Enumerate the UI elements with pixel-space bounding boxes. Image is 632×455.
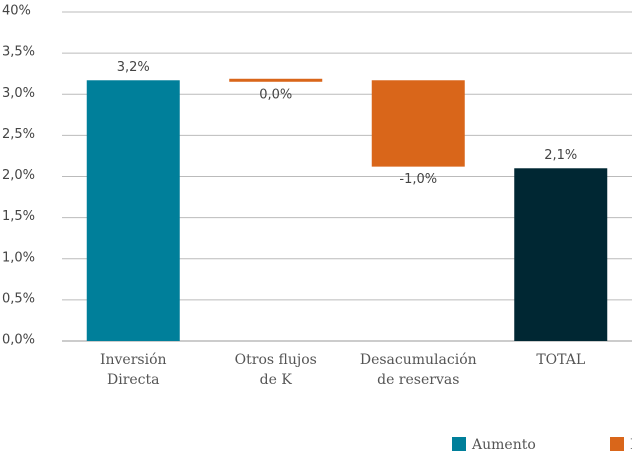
legend-swatch [452,437,466,451]
y-tick-label: 0,5% [2,291,35,306]
y-tick-label: 1,0% [2,250,35,265]
bar [86,80,180,341]
y-tick-label: 3,0% [2,86,35,101]
y-tick-label: 2,0% [2,168,35,183]
y-tick-label: 40% [2,4,31,19]
y-tick-label: 3,5% [2,45,35,60]
bar [229,78,323,82]
x-tick-label: de K [260,372,293,388]
value-label: -1,0% [399,172,437,187]
x-tick-label: Desacumulación [360,352,477,368]
value-label: 0,0% [259,87,292,102]
y-tick-label: 1,5% [2,209,35,224]
value-label: 3,2% [117,60,150,75]
x-tick-label: TOTAL [536,352,585,368]
bar [514,168,608,341]
x-tick-label: Inversión [100,352,167,368]
y-tick-label: 2,5% [2,127,35,142]
x-tick-label: Directa [107,372,160,388]
legend-label: Aumento [471,437,536,453]
bar [371,80,465,167]
x-tick-label: Otros flujos [235,352,317,368]
legend-swatch [610,437,624,451]
value-label: 2,1% [544,148,577,163]
y-tick-label: 0,0% [2,333,35,348]
legend-label: Disminución [630,437,632,453]
x-tick-label: de reservas [377,372,459,388]
